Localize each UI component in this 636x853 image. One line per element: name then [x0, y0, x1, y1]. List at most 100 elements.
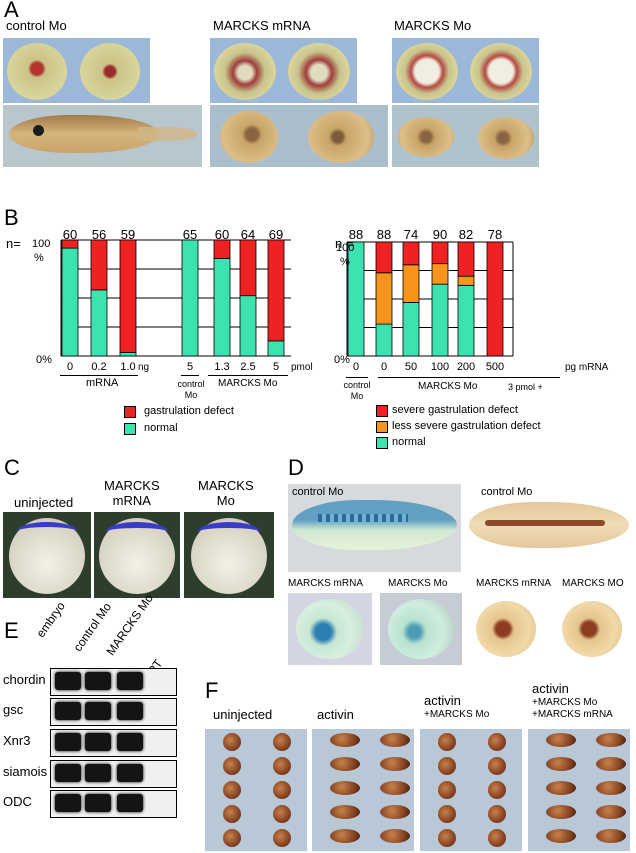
- gel-band: [117, 702, 143, 720]
- panel-c-photo-uninjected: [3, 512, 91, 598]
- gel-band: [85, 764, 111, 782]
- embryo: [546, 757, 576, 771]
- legend-left-label-defect: gastrulation defect: [144, 405, 234, 417]
- gel-row-chordin: [50, 668, 177, 696]
- chart-left-n-prefix: n=: [6, 236, 21, 251]
- embryo-photo-control-tadpole: [3, 105, 202, 167]
- legend-left-swatch-defect: [124, 406, 136, 418]
- panel-c-label-uninjected: uninjected: [14, 495, 74, 510]
- left-tick-label-3: 5: [187, 361, 193, 373]
- chart-left-y-top: 100: [32, 238, 51, 250]
- gel-row-label-siamois: siamois: [3, 764, 48, 779]
- chart-right-marcks-bracket: [378, 377, 560, 378]
- panel-a-label-marcks-mrna: MARCKS mRNA: [213, 18, 311, 33]
- panel-label-c: C: [4, 455, 20, 480]
- left-n-label-4: 60: [215, 227, 229, 242]
- legend-right-label-severe: severe gastrulation defect: [392, 404, 518, 416]
- left-n-label-2: 59: [121, 227, 135, 242]
- left-bar-2-normal: [119, 352, 137, 357]
- chart-left-y-pct: %: [34, 252, 44, 264]
- panel-a-label-marcks-mo: MARCKS Mo: [394, 18, 472, 33]
- chart-left-unit-ng: ng: [138, 362, 150, 373]
- left-tick-label-4: 1.3: [214, 361, 229, 373]
- embryo: [223, 805, 241, 823]
- left-bar-6-normal: [267, 340, 285, 357]
- gel-row-label-xnr3: Xnr3: [3, 733, 31, 748]
- gel-row-label-gsc: gsc: [3, 702, 24, 717]
- panel-a-label-control-mo: control Mo: [6, 18, 67, 33]
- left-tick-label-5: 2.5: [240, 361, 255, 373]
- right-n-label-3: 90: [433, 227, 447, 242]
- legend-left-swatch-normal: [124, 423, 136, 435]
- right-bar-1-normal: [375, 323, 393, 357]
- embryo: [273, 829, 291, 847]
- left-bar-0-gastrulation-defect: [61, 239, 79, 249]
- panel-f-label-marcks-mo: +MARCKS Mo: [424, 709, 490, 720]
- embryo: [596, 829, 626, 843]
- right-bar-0-normal: [347, 241, 365, 357]
- panel-label-d: D: [288, 455, 304, 480]
- left-bar-1-normal: [90, 289, 108, 357]
- gel-row-gsc: [50, 698, 177, 726]
- left-tick-label-2: 1.0: [120, 361, 135, 373]
- embryo-photo-mo-tadpole: [392, 105, 539, 167]
- panel-label-a: A: [4, 0, 19, 22]
- panel-c-label-mo: MARCKS Mo: [198, 478, 254, 508]
- embryo: [438, 805, 456, 823]
- embryo: [223, 829, 241, 847]
- chart-right-unit: pg mRNA: [565, 362, 609, 373]
- panel-e-col-marcks-mo: MARCKS Mo: [103, 591, 156, 658]
- gel-band: [55, 733, 81, 751]
- gel-band: [55, 794, 81, 812]
- chart-right-group-control: control Mo: [343, 380, 371, 401]
- left-bar-1-gastrulation-defect: [90, 239, 108, 291]
- right-tick-label-2: 50: [405, 361, 417, 373]
- panel-f-photo-0: [205, 729, 307, 851]
- chart-left-control-bracket: [181, 375, 199, 376]
- panel-f-label-uninjected: uninjected: [213, 707, 273, 722]
- embryo: [380, 805, 410, 819]
- embryo: [330, 733, 360, 747]
- embryo: [546, 805, 576, 819]
- gel-band: [55, 672, 81, 690]
- embryo: [438, 781, 456, 799]
- embryo: [546, 781, 576, 795]
- right-bar-3-severe-gastrulation-defect: [431, 241, 449, 265]
- right-n-label-2: 74: [404, 227, 418, 242]
- gel-row-label-odc: ODC: [3, 794, 32, 809]
- legend-right-swatch-less-severe: [376, 421, 388, 433]
- embryo: [488, 805, 506, 823]
- embryo: [273, 757, 291, 775]
- panel-c-photo-mo: [184, 512, 274, 598]
- gel-row-xnr3: [50, 729, 177, 757]
- legend-right-label-less-severe: less severe gastrulation defect: [392, 420, 541, 432]
- panel-e-col-embryo: embryo: [33, 599, 68, 640]
- panel-d-label-mo-1: MARCKS Mo: [388, 578, 448, 589]
- gel-band: [117, 733, 143, 751]
- panel-d-label-mrna-1: MARCKS mRNA: [288, 578, 364, 589]
- gel-band: [117, 672, 143, 690]
- left-bar-2-gastrulation-defect: [119, 239, 137, 353]
- gel-row-label-chordin: chordin: [3, 672, 46, 687]
- right-bar-2-severe-gastrulation-defect: [402, 241, 420, 266]
- left-bar-0-normal: [61, 247, 79, 357]
- embryo: [596, 733, 626, 747]
- legend-right-swatch-severe: [376, 405, 388, 417]
- right-n-label-4: 82: [459, 227, 473, 242]
- embryo: [596, 757, 626, 771]
- left-bar-5-normal: [239, 295, 257, 357]
- embryo: [330, 805, 360, 819]
- embryo: [273, 733, 291, 751]
- legend-right-label-normal: normal: [392, 436, 426, 448]
- right-tick-label-1: 0: [381, 361, 387, 373]
- right-n-label-0: 88: [349, 227, 363, 242]
- panel-d-label-mo-2: MARCKS MO: [562, 578, 624, 589]
- embryo: [438, 829, 456, 847]
- embryo: [330, 829, 360, 843]
- left-tick-label-0: 0: [67, 361, 73, 373]
- embryo: [546, 829, 576, 843]
- panel-d-label-mrna-2: MARCKS mRNA: [476, 578, 552, 589]
- embryo: [223, 733, 241, 751]
- embryo: [380, 829, 410, 843]
- left-bar-4-normal: [213, 258, 231, 357]
